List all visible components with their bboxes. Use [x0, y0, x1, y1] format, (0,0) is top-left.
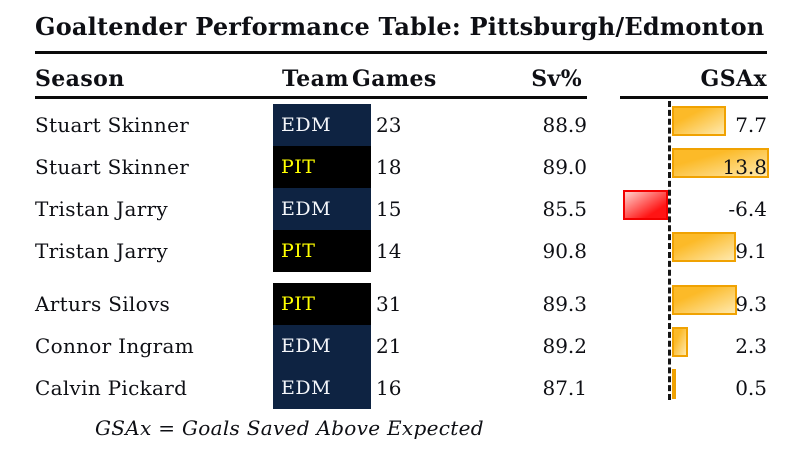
header-rule-gsax	[620, 96, 768, 99]
gsax-value: 7.7	[735, 113, 767, 137]
column-header-season: Season	[35, 66, 125, 92]
games-value: 15	[376, 197, 402, 221]
player-name: Connor Ingram	[35, 334, 194, 358]
gsax-bar	[672, 106, 726, 136]
sv-pct-value: 87.1	[542, 376, 587, 400]
gsax-value: 13.8	[722, 155, 767, 179]
player-name: Stuart Skinner	[35, 113, 190, 137]
games-value: 18	[376, 155, 402, 179]
gsax-value: -6.4	[728, 197, 767, 221]
gsax-bar	[672, 148, 769, 178]
gsax-footnote: GSAx = Goals Saved Above Expected	[95, 416, 484, 440]
page-title: Goaltender Performance Table: Pittsburgh…	[35, 12, 765, 41]
sv-pct-value: 88.9	[542, 113, 587, 137]
gsax-zero-line	[668, 101, 671, 400]
column-header-games: Games	[352, 66, 437, 92]
gsax-value: 9.1	[735, 239, 767, 263]
sv-pct-value: 89.0	[542, 155, 587, 179]
table-row: Connor Ingram EDM 21 89.2 2.3	[0, 325, 800, 367]
sv-pct-value: 85.5	[542, 197, 587, 221]
sv-pct-value: 90.8	[542, 239, 587, 263]
column-header-team: Team	[282, 66, 349, 92]
column-header-sv-pct: Sv%	[531, 66, 582, 92]
table-row: Calvin Pickard EDM 16 87.1 0.5	[0, 367, 800, 409]
table-row: Arturs Silovs PIT 31 89.3 9.3	[0, 283, 800, 325]
team-badge: EDM	[273, 104, 371, 146]
column-header-gsax: GSAx	[700, 66, 767, 92]
gsax-bar	[672, 369, 676, 399]
team-badge: PIT	[273, 283, 371, 325]
sv-pct-value: 89.3	[542, 292, 587, 316]
games-value: 14	[376, 239, 402, 263]
team-badge: PIT	[273, 230, 371, 272]
gsax-bar	[623, 190, 668, 220]
table-row: Stuart Skinner PIT 18 89.0 13.8	[0, 146, 800, 188]
table-row: Tristan Jarry EDM 15 85.5 -6.4	[0, 188, 800, 230]
table-row: Stuart Skinner EDM 23 88.9 7.7	[0, 104, 800, 146]
team-badge: EDM	[273, 325, 371, 367]
games-value: 21	[376, 334, 402, 358]
gsax-value: 2.3	[735, 334, 767, 358]
title-rule	[35, 51, 767, 54]
team-badge: EDM	[273, 367, 371, 409]
table-row: Tristan Jarry PIT 14 90.8 9.1	[0, 230, 800, 272]
player-name: Tristan Jarry	[35, 197, 169, 221]
games-value: 23	[376, 113, 402, 137]
gsax-bar	[672, 327, 689, 357]
player-name: Stuart Skinner	[35, 155, 190, 179]
player-name: Tristan Jarry	[35, 239, 169, 263]
games-value: 31	[376, 292, 402, 316]
gsax-value: 0.5	[735, 376, 767, 400]
team-badge: EDM	[273, 188, 371, 230]
gsax-bar	[672, 285, 738, 315]
gsax-bar	[672, 232, 736, 262]
gsax-value: 9.3	[735, 292, 767, 316]
header-rule-main	[35, 96, 587, 99]
team-badge: PIT	[273, 146, 371, 188]
games-value: 16	[376, 376, 402, 400]
player-name: Calvin Pickard	[35, 376, 188, 400]
player-name: Arturs Silovs	[35, 292, 171, 316]
sv-pct-value: 89.2	[542, 334, 587, 358]
